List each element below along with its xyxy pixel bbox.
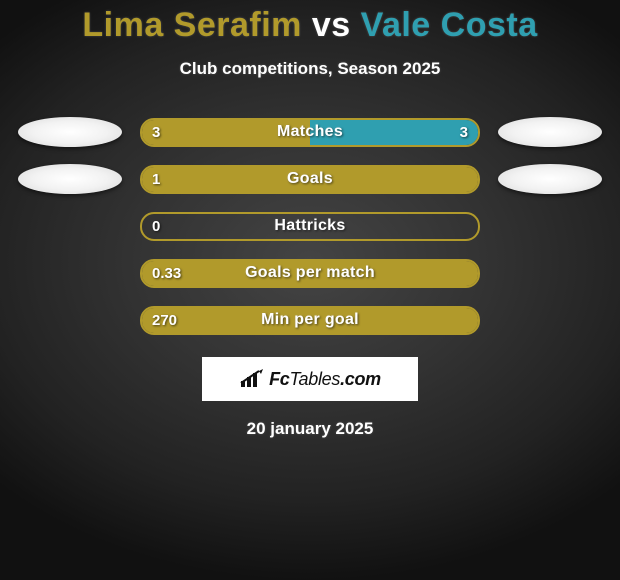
stat-row: Goals per match0.33 xyxy=(0,258,620,288)
stats-rows: Matches33Goals1Hattricks0Goals per match… xyxy=(0,117,620,335)
subtitle: Club competitions, Season 2025 xyxy=(0,59,620,79)
bar-chart-icon xyxy=(239,369,265,389)
club-badge-left xyxy=(18,164,122,194)
bar-fill-left xyxy=(142,167,478,192)
stat-row: Goals1 xyxy=(0,164,620,194)
title-player-right: Vale Costa xyxy=(361,6,538,44)
date-label: 20 january 2025 xyxy=(0,419,620,439)
stat-value-right: 3 xyxy=(460,120,468,145)
title-player-left: Lima Serafim xyxy=(82,6,302,44)
club-badge-left xyxy=(18,117,122,147)
stat-value-left: 3 xyxy=(152,120,160,145)
stat-value-left: 1 xyxy=(152,167,160,192)
bar-fill-right xyxy=(310,120,478,145)
stat-bar: Hattricks0 xyxy=(140,212,480,241)
stat-bar: Min per goal270 xyxy=(140,306,480,335)
stat-row: Hattricks0 xyxy=(0,211,620,241)
stat-row: Matches33 xyxy=(0,117,620,147)
logo-text-com: .com xyxy=(340,369,381,389)
logo-text-tables: Tables xyxy=(290,369,341,389)
stat-value-left: 0.33 xyxy=(152,261,181,286)
stat-label: Hattricks xyxy=(142,214,478,239)
club-badge-right xyxy=(498,117,602,147)
bar-fill-left xyxy=(142,120,310,145)
logo-text: FcTables.com xyxy=(269,369,381,390)
stat-bar: Goals per match0.33 xyxy=(140,259,480,288)
page-title: Lima Serafim vs Vale Costa xyxy=(0,0,620,45)
title-vs: vs xyxy=(312,6,351,44)
stat-bar: Matches33 xyxy=(140,118,480,147)
club-badge-right xyxy=(498,164,602,194)
bar-fill-left xyxy=(142,261,478,286)
stat-value-left: 0 xyxy=(152,214,160,239)
stat-row: Min per goal270 xyxy=(0,305,620,335)
bar-fill-left xyxy=(142,308,478,333)
logo-text-fc: Fc xyxy=(269,369,289,389)
fctables-logo: FcTables.com xyxy=(202,357,418,401)
comparison-infographic: Lima Serafim vs Vale Costa Club competit… xyxy=(0,0,620,580)
stat-value-left: 270 xyxy=(152,308,177,333)
stat-bar: Goals1 xyxy=(140,165,480,194)
